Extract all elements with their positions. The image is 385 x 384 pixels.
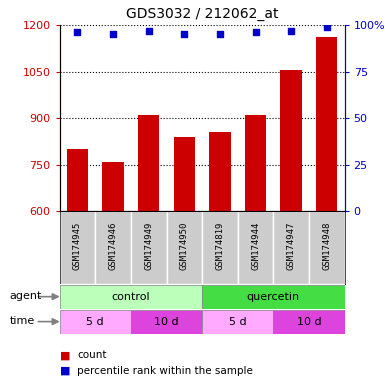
Text: 10 d: 10 d (297, 316, 321, 327)
Bar (202, 211, 238, 284)
Bar (209, 132, 231, 211)
Bar (309, 211, 345, 284)
Text: percentile rank within the sample: percentile rank within the sample (77, 366, 253, 376)
Text: count: count (77, 350, 107, 360)
Text: GSM174949: GSM174949 (144, 222, 153, 270)
Bar (280, 70, 302, 211)
Point (324, 24, 330, 30)
Text: control: control (112, 291, 150, 302)
Bar (60, 211, 95, 284)
Text: ■: ■ (60, 366, 70, 376)
Bar (138, 115, 159, 211)
Text: 5 d: 5 d (87, 316, 104, 327)
Bar (174, 137, 195, 211)
Title: GDS3032 / 212062_at: GDS3032 / 212062_at (126, 7, 278, 21)
Bar (166, 211, 202, 284)
Bar (131, 310, 202, 334)
Bar (60, 310, 131, 334)
Bar (245, 115, 266, 211)
Bar (202, 310, 273, 334)
Bar (67, 149, 88, 211)
Text: 5 d: 5 d (229, 316, 246, 327)
Bar (238, 211, 273, 284)
Bar (202, 285, 345, 309)
Point (146, 28, 152, 34)
Text: GSM174950: GSM174950 (180, 222, 189, 270)
Bar (95, 211, 131, 284)
Bar (273, 310, 345, 334)
Text: GSM174944: GSM174944 (251, 222, 260, 270)
Text: GSM174948: GSM174948 (322, 222, 331, 270)
Text: ■: ■ (60, 350, 70, 360)
Point (217, 31, 223, 37)
Bar (273, 211, 309, 284)
Bar (102, 162, 124, 211)
Point (181, 31, 187, 37)
Text: agent: agent (10, 291, 42, 301)
Text: quercetin: quercetin (247, 291, 300, 302)
Text: time: time (10, 316, 35, 326)
Text: GSM174946: GSM174946 (109, 222, 117, 270)
Bar (60, 285, 202, 309)
Text: GSM174947: GSM174947 (287, 222, 296, 270)
Bar (316, 37, 337, 211)
Bar (131, 211, 166, 284)
Point (110, 31, 116, 37)
Text: 10 d: 10 d (154, 316, 179, 327)
Text: GSM174819: GSM174819 (216, 222, 224, 270)
Point (288, 28, 294, 34)
Text: GSM174945: GSM174945 (73, 222, 82, 270)
Point (253, 29, 259, 35)
Point (74, 29, 80, 35)
